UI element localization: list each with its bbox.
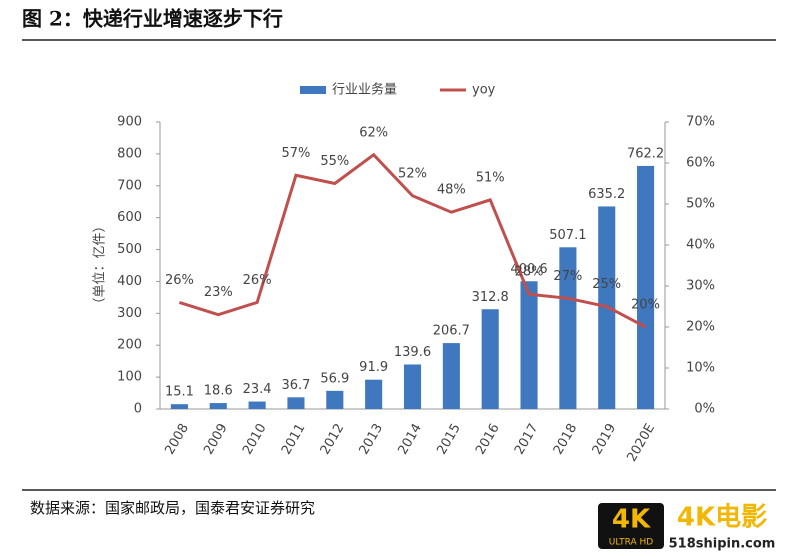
watermark-text: 4K电影 — [677, 503, 767, 533]
x-tick-label: 2020E — [624, 421, 658, 464]
data-label: 62% — [359, 125, 388, 140]
watermark-url: 518shipin.com — [669, 537, 776, 552]
bar — [559, 247, 577, 409]
data-label: 52% — [398, 166, 427, 181]
bar — [365, 379, 383, 409]
data-label: 23% — [204, 285, 233, 300]
data-label: 206.7 — [433, 324, 470, 339]
x-tick-label: 2009 — [201, 421, 231, 457]
x-tick-label: 2010 — [240, 421, 270, 457]
data-label: 635.2 — [588, 187, 625, 202]
x-tick-label: 2014 — [395, 421, 425, 457]
y2-tick-label: 30% — [686, 279, 715, 294]
data-label: 56.9 — [320, 371, 349, 386]
bar — [442, 343, 460, 409]
line — [178, 152, 647, 329]
bar — [403, 364, 422, 409]
bar — [287, 397, 305, 409]
y-axis-label: （单位：亿件） — [93, 219, 108, 310]
y2-tick-label: 60% — [686, 156, 715, 171]
y-tick-label: 700 — [117, 178, 142, 193]
x-tick-label: 2013 — [357, 421, 387, 457]
data-label: 27% — [553, 269, 582, 284]
data-label: 91.9 — [359, 360, 388, 375]
bar — [326, 390, 344, 409]
x-tick-label: 2015 — [434, 421, 464, 457]
y-tick-label: 0 — [134, 402, 142, 417]
badge — [598, 503, 664, 549]
data-label: 48% — [437, 183, 466, 198]
data-label: 18.6 — [204, 384, 233, 399]
bar — [637, 165, 655, 409]
data-label: 51% — [476, 170, 505, 185]
bar — [170, 404, 188, 409]
y2-tick-label: 10% — [686, 361, 715, 376]
legend-label: 行业业务量 — [332, 82, 397, 98]
y2-tick-label: 70% — [686, 115, 715, 130]
y-tick-label: 600 — [117, 210, 142, 225]
data-label: 55% — [320, 154, 349, 169]
x-tick-label: 2018 — [551, 421, 581, 457]
data-label: 20% — [631, 298, 660, 313]
data-label: 25% — [592, 277, 621, 292]
x-tick-label: 2016 — [473, 421, 503, 457]
data-label: 507.1 — [549, 228, 586, 243]
source: 数据来源：国家邮政局，国泰君安证券研究 — [30, 499, 315, 517]
y-tick-label: 400 — [117, 274, 142, 289]
y-tick-label: 100 — [117, 370, 142, 385]
bar — [520, 281, 538, 409]
y-tick-label: 800 — [117, 146, 142, 161]
data-label: 26% — [243, 273, 272, 288]
x-tick-label: 2008 — [162, 421, 192, 457]
data-label: 36.7 — [281, 378, 310, 393]
data-label: 762.2 — [627, 146, 664, 161]
y2-tick-label: 0% — [694, 402, 715, 417]
data-label: 57% — [282, 146, 311, 161]
legend-label: yoy — [472, 83, 496, 98]
data-label: 15.1 — [165, 385, 194, 400]
data-label: 312.8 — [472, 290, 509, 305]
badge-text: 4K — [612, 505, 651, 535]
bar — [481, 309, 499, 409]
data-label: 26% — [165, 273, 194, 288]
data-label: 139.6 — [394, 345, 431, 360]
y2-tick-label: 50% — [686, 197, 715, 212]
y2-tick-label: 40% — [686, 238, 715, 253]
y-tick-label: 500 — [117, 242, 142, 257]
y-tick-label: 900 — [117, 115, 142, 130]
y-tick-label: 200 — [117, 338, 142, 353]
x-tick-label: 2019 — [590, 421, 620, 457]
legend-swatch — [300, 86, 326, 94]
bar — [248, 401, 266, 409]
y-tick-label: 300 — [117, 306, 142, 321]
x-tick-label: 2012 — [318, 421, 348, 457]
x-tick-label: 2011 — [279, 421, 309, 457]
badge-sub: ULTRA HD — [609, 538, 654, 548]
page-title: 图 2：快递行业增速逐步下行 — [22, 7, 283, 31]
x-tick-label: 2017 — [512, 421, 542, 457]
data-label: 28% — [515, 265, 544, 280]
y2-tick-label: 20% — [686, 320, 715, 335]
data-label: 23.4 — [243, 382, 272, 397]
bar — [209, 403, 227, 409]
